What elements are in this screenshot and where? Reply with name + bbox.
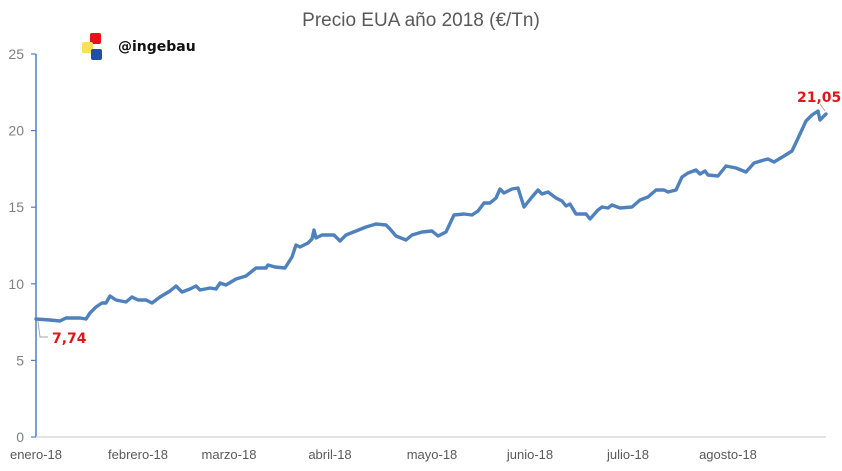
x-tick-label: julio-18 xyxy=(606,447,649,462)
x-axis: enero-18 febrero-18 marzo-18 abril-18 mayo-1… xyxy=(10,436,826,462)
x-tick-label: agosto-18 xyxy=(699,447,757,462)
y-tick-label: 0 xyxy=(16,429,24,445)
price-line xyxy=(34,109,828,323)
watermark: @ingebau xyxy=(82,33,196,61)
watermark-label: @ingebau xyxy=(118,39,196,55)
y-tick-label: 15 xyxy=(8,199,24,215)
y-tick-label: 20 xyxy=(8,123,24,139)
y-tick-label: 5 xyxy=(16,352,24,368)
chart-title: Precio EUA año 2018 (€/Tn) xyxy=(302,10,540,31)
y-axis: 0 5 10 15 20 25 xyxy=(8,46,37,445)
y-tick-label: 10 xyxy=(8,276,24,292)
end-value-label: 21,05 xyxy=(797,90,841,106)
x-tick-label: mayo-18 xyxy=(407,447,458,462)
y-tick-label: 25 xyxy=(8,46,24,62)
x-tick-label: febrero-18 xyxy=(108,447,168,462)
x-tick-label: abril-18 xyxy=(308,447,351,462)
start-value-label: 7,74 xyxy=(52,331,87,347)
x-tick-label: marzo-18 xyxy=(202,447,257,462)
x-tick-label: enero-18 xyxy=(10,447,62,462)
data-labels: 7,74 21,05 xyxy=(37,90,841,347)
ingebau-logo-icon xyxy=(82,33,104,61)
x-tick-label: junio-18 xyxy=(506,447,553,462)
